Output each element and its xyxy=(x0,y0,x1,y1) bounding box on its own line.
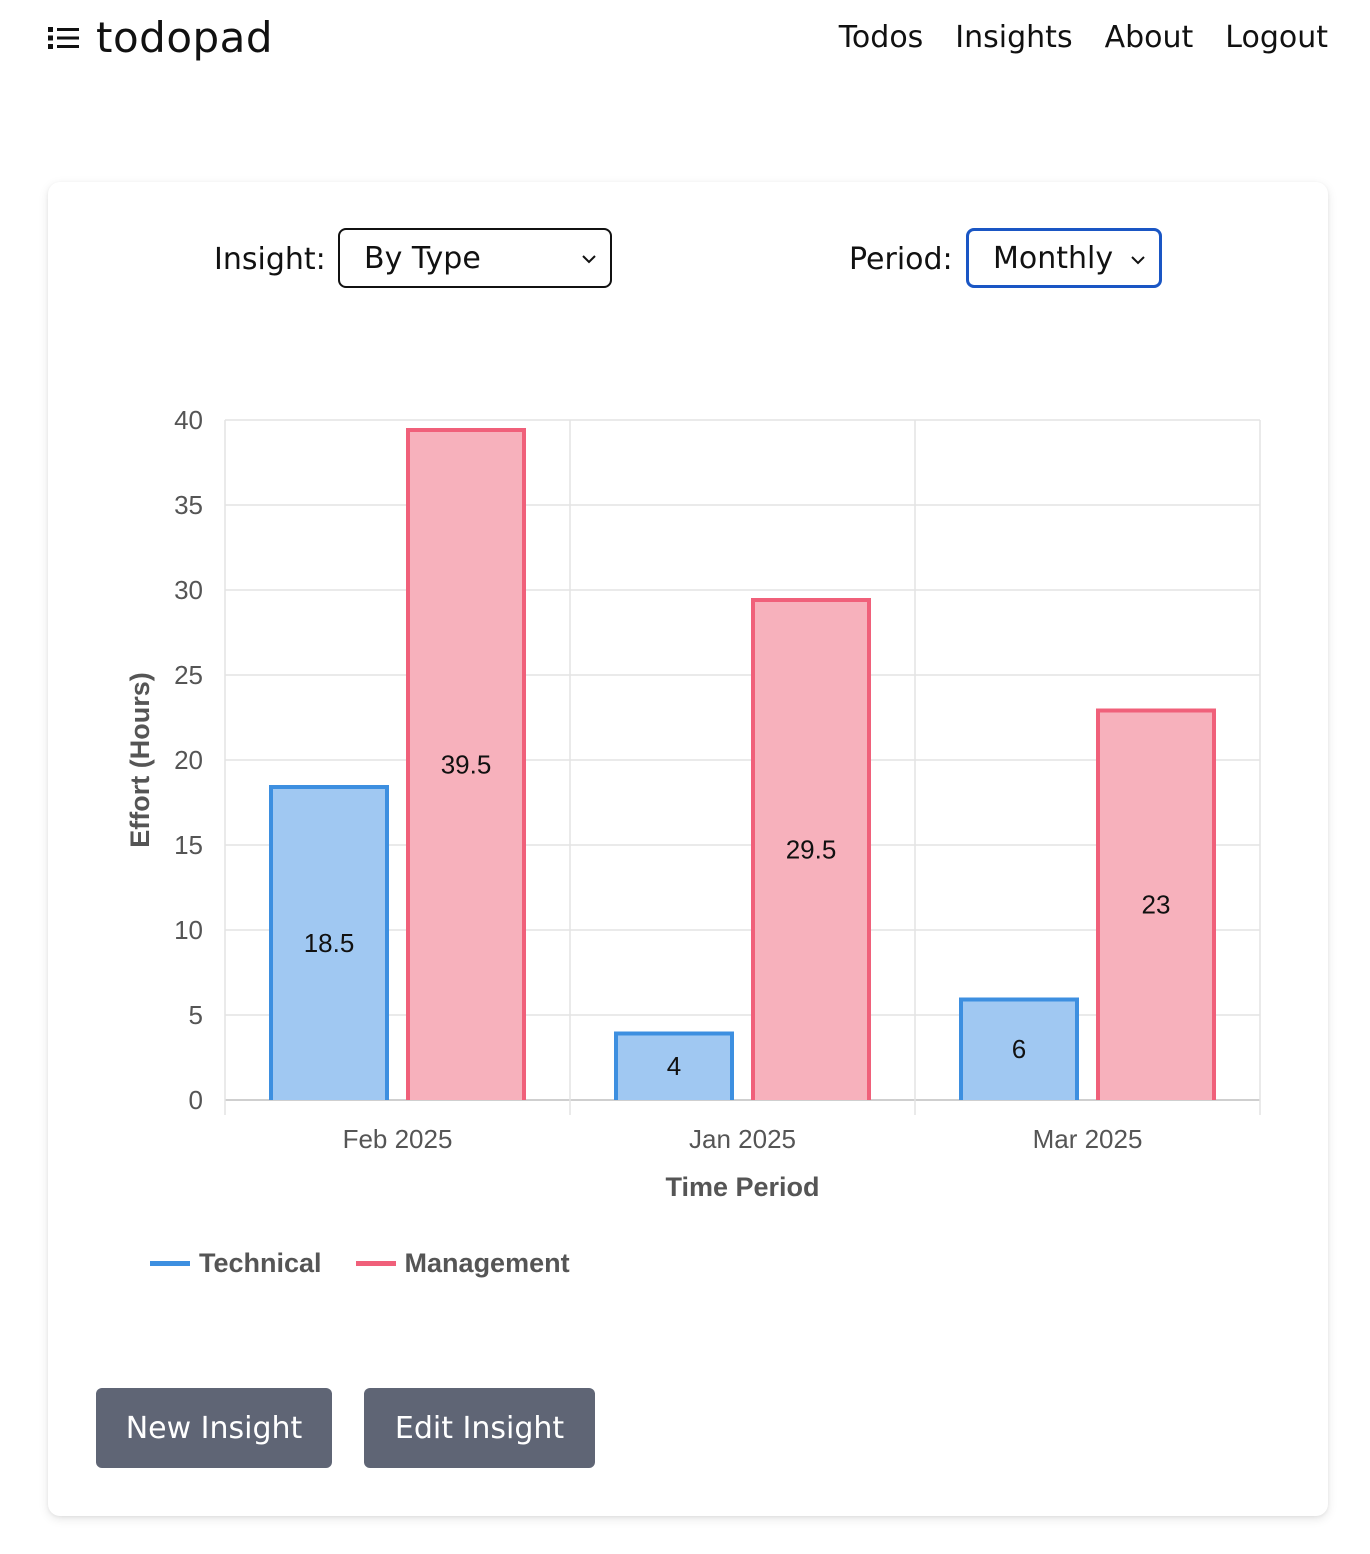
insight-select-value: By Type xyxy=(364,240,481,276)
x-tick-label: Feb 2025 xyxy=(343,1124,453,1154)
new-insight-button[interactable]: New Insight xyxy=(96,1388,332,1468)
nav-link-todos[interactable]: Todos xyxy=(838,20,924,55)
x-tick-label: Jan 2025 xyxy=(689,1124,796,1154)
chevron-down-icon xyxy=(1131,256,1145,265)
y-tick-label: 5 xyxy=(189,1000,203,1030)
y-tick-label: 30 xyxy=(174,575,203,605)
bar-border xyxy=(614,1031,734,1100)
data-label: 6 xyxy=(1012,1034,1026,1064)
nav-link-insights[interactable]: Insights xyxy=(955,20,1073,55)
data-label: 39.5 xyxy=(441,749,492,779)
insight-label: Insight: xyxy=(214,242,326,277)
y-tick-label: 0 xyxy=(189,1085,203,1115)
brand[interactable]: todopad xyxy=(48,12,273,64)
y-tick-label: 15 xyxy=(174,830,203,860)
chart-legend: Technical Management xyxy=(150,1248,570,1279)
legend-swatch-technical xyxy=(150,1261,190,1266)
chevron-down-icon xyxy=(582,255,596,264)
app-name: todopad xyxy=(96,13,274,62)
x-axis-title: Time Period xyxy=(665,1172,819,1202)
legend-swatch-management xyxy=(355,1261,396,1266)
x-tick-label: Mar 2025 xyxy=(1033,1124,1143,1154)
bar-border xyxy=(751,598,871,1100)
bar-border xyxy=(269,785,389,1100)
data-label: 4 xyxy=(667,1051,681,1081)
list-icon xyxy=(48,27,79,49)
data-label: 29.5 xyxy=(786,834,837,864)
period-select[interactable]: Monthly xyxy=(966,228,1162,288)
insight-card: Insight: By Type Period: Monthly 0 5 10 15 2… xyxy=(48,182,1328,1516)
y-tick-label: 20 xyxy=(174,745,203,775)
bar xyxy=(271,785,387,1100)
legend-label-management: Management xyxy=(404,1248,570,1278)
legend-item-technical[interactable]: Technical xyxy=(150,1248,322,1279)
y-tick-label: 40 xyxy=(174,405,203,435)
top-navbar: todopad Todos Insights About Logout xyxy=(0,0,1370,80)
y-axis-title: Effort (Hours) xyxy=(125,672,155,847)
main-nav: Todos Insights About Logout xyxy=(839,16,1328,60)
edit-insight-button[interactable]: Edit Insight xyxy=(364,1388,595,1468)
bar xyxy=(408,428,524,1100)
period-label: Period: xyxy=(849,242,953,277)
y-tick-label: 25 xyxy=(174,660,203,690)
bar-border xyxy=(1096,708,1216,1100)
bar xyxy=(1098,709,1214,1100)
nav-link-about[interactable]: About xyxy=(1104,20,1194,55)
bar xyxy=(753,598,869,1100)
y-tick-label: 10 xyxy=(174,915,203,945)
y-tick-label: 35 xyxy=(174,490,203,520)
insight-select[interactable]: By Type xyxy=(338,228,612,288)
effort-bar-chart: 0 5 10 15 20 25 30 35 40 18.5 39.5 Feb 2025 4 29.5 Jan… xyxy=(125,405,1261,1202)
nav-link-logout[interactable]: Logout xyxy=(1225,20,1328,55)
data-label: 18.5 xyxy=(304,928,355,958)
legend-label-technical: Technical xyxy=(199,1248,322,1278)
legend-item-management[interactable]: Management xyxy=(355,1248,570,1279)
bar-border xyxy=(959,997,1079,1100)
bar-border xyxy=(406,428,526,1100)
bar xyxy=(961,998,1077,1100)
period-select-value: Monthly xyxy=(993,240,1114,276)
data-label: 23 xyxy=(1142,890,1171,920)
bar xyxy=(616,1032,732,1100)
